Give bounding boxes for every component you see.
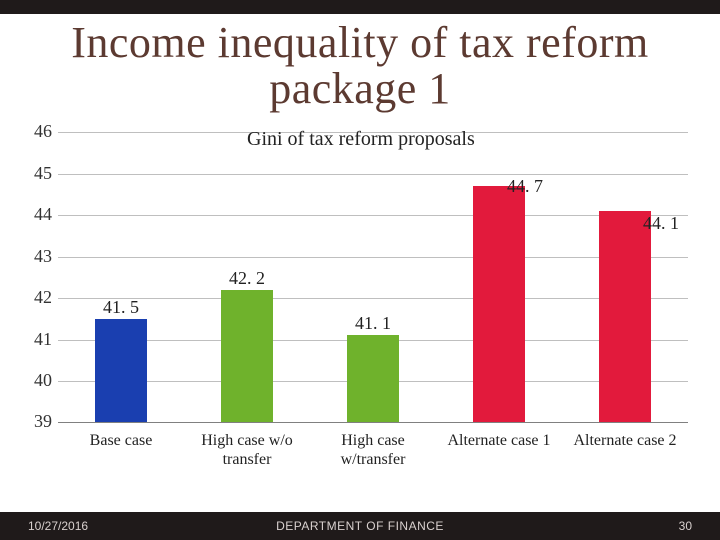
bar-chart-plot: 394041424344454641. 5Base case42. 2High … — [58, 132, 688, 422]
x-category-label: Alternate case 1 — [433, 432, 565, 450]
bar-value-label: 42. 2 — [217, 268, 277, 289]
y-tick-label: 46 — [22, 121, 52, 142]
y-tick-label: 43 — [22, 246, 52, 267]
gridline — [58, 257, 688, 258]
page-title: Income inequality of tax reform package … — [20, 20, 700, 112]
slide: Income inequality of tax reform package … — [0, 0, 720, 540]
y-tick-label: 41 — [22, 329, 52, 350]
y-tick-label: 45 — [22, 163, 52, 184]
bar — [95, 319, 148, 423]
bar — [221, 290, 274, 423]
footer: 10/27/2016 DEPARTMENT OF FINANCE 30 — [0, 512, 720, 540]
y-tick-label: 44 — [22, 204, 52, 225]
bar — [473, 186, 526, 422]
y-tick-label: 39 — [22, 411, 52, 432]
bar-value-label: 41. 1 — [343, 313, 403, 334]
top-bar — [0, 0, 720, 14]
gridline — [58, 215, 688, 216]
footer-date: 10/27/2016 — [28, 519, 88, 533]
bar — [347, 335, 400, 422]
y-tick-label: 42 — [22, 287, 52, 308]
bar — [599, 211, 652, 422]
footer-center: DEPARTMENT OF FINANCE — [276, 519, 444, 533]
chart-area: 39 40 41 42 43 44 45 46 41. 5 Base case 42. 2 High … — [18, 122, 702, 512]
bar-value-label: 44. 7 — [495, 176, 555, 197]
gridline — [58, 298, 688, 299]
bar-value-label: 44. 1 — [631, 213, 691, 234]
gridline — [58, 422, 688, 423]
chart-subtitle: Gini of tax reform proposals — [247, 128, 475, 151]
x-category-label: Alternate case 2 — [559, 432, 691, 450]
x-category-label: High case w/transfer — [307, 432, 439, 469]
title-wrap: Income inequality of tax reform package … — [0, 14, 720, 112]
gridline — [58, 174, 688, 175]
x-category-label: High case w/o transfer — [181, 432, 313, 469]
x-category-label: Base case — [55, 432, 187, 450]
y-tick-label: 40 — [22, 370, 52, 391]
bar-value-label: 41. 5 — [91, 297, 151, 318]
footer-page-number: 30 — [679, 519, 692, 533]
